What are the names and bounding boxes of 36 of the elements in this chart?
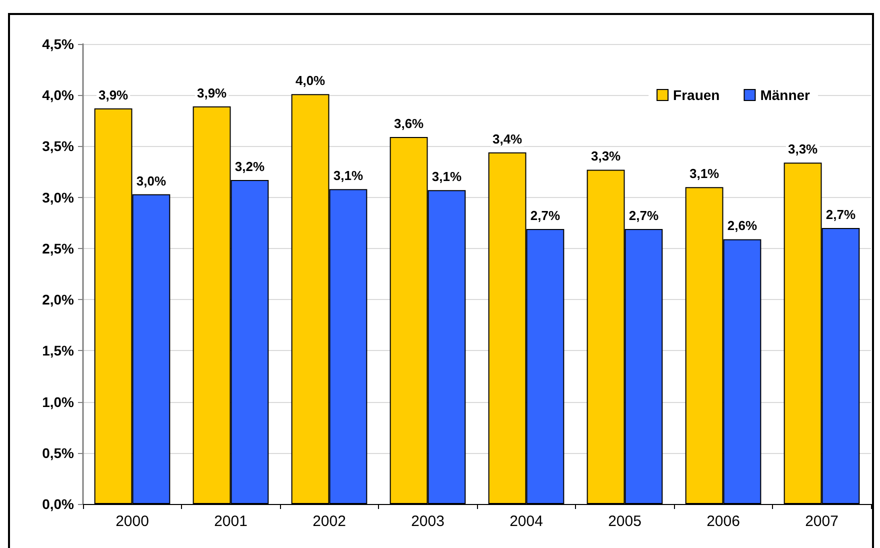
data-label: 3,9% xyxy=(196,85,228,100)
legend-label: Männer xyxy=(760,87,811,103)
data-label: 3,9% xyxy=(98,87,129,102)
x-tick-label: 2004 xyxy=(510,513,543,530)
data-label: 3,4% xyxy=(492,131,523,146)
data-label: 3,0% xyxy=(136,173,166,188)
data-label: 3,3% xyxy=(788,142,818,157)
y-tick-label: 4,5% xyxy=(42,36,75,52)
y-tick-label: 2,0% xyxy=(42,292,75,308)
y-tick-label: 0,5% xyxy=(42,444,75,461)
x-tick-label: 2000 xyxy=(116,513,149,530)
legend-label: Frauen xyxy=(673,87,720,103)
y-tick-label: 1,5% xyxy=(42,342,75,359)
y-tick-label: 4,0% xyxy=(42,87,75,104)
data-label: 2,7% xyxy=(628,208,659,224)
data-label: 3,6% xyxy=(394,116,424,132)
x-tick-label: 2007 xyxy=(805,513,838,530)
data-label: 3,1% xyxy=(689,166,720,182)
y-tick-label: 1,0% xyxy=(42,394,75,410)
y-tick-label: 3,0% xyxy=(42,189,75,206)
y-tick-label: 2,5% xyxy=(42,240,75,256)
data-label: 2,7% xyxy=(826,207,856,222)
data-label: 3,2% xyxy=(234,158,265,174)
data-label: 2,6% xyxy=(727,218,758,234)
data-label: 4,0% xyxy=(295,73,326,88)
data-label: 3,3% xyxy=(590,148,622,164)
data-label: 2,7% xyxy=(530,208,560,224)
x-tick-label: 2003 xyxy=(411,513,444,530)
y-tick-label: 0,0% xyxy=(42,496,75,512)
x-tick-label: 2001 xyxy=(214,513,248,530)
data-label: 3,1% xyxy=(333,168,364,184)
y-tick-label: 3,5% xyxy=(42,138,75,154)
x-tick-label: 2006 xyxy=(706,513,740,530)
x-tick-label: 2002 xyxy=(312,513,346,530)
data-label: 3,1% xyxy=(432,169,462,184)
x-tick-label: 2005 xyxy=(608,513,642,530)
